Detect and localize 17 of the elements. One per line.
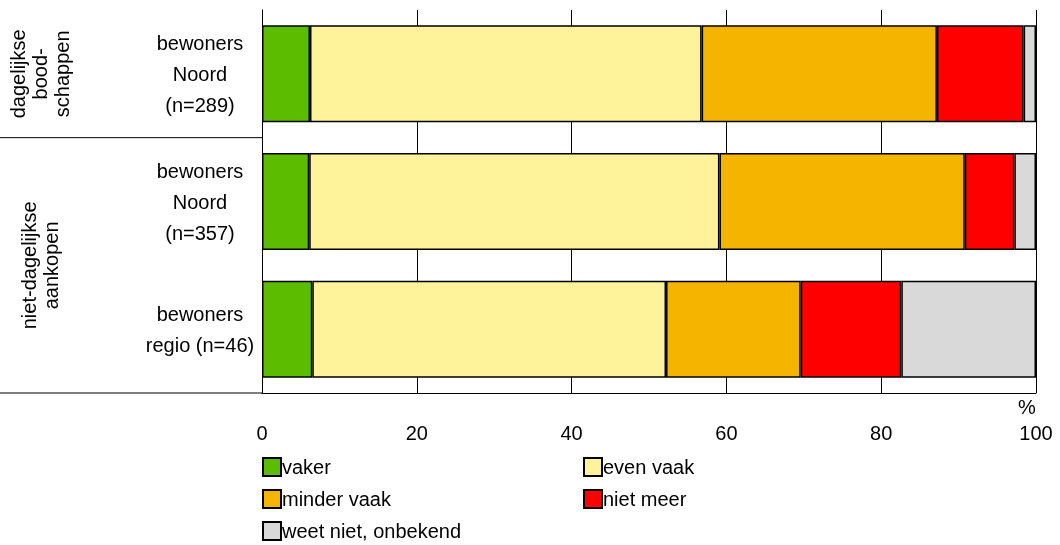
x-tick-label: 80 xyxy=(870,422,893,444)
legend-label: vaker xyxy=(282,456,332,478)
legend-label: niet meer xyxy=(603,488,687,510)
x-tick-label: 100 xyxy=(1019,422,1053,444)
x-tick-label: 40 xyxy=(560,422,583,444)
legend-label: weet niet, onbekend xyxy=(281,520,462,542)
legend-label: minder vaak xyxy=(282,488,392,510)
x-tick-label: 20 xyxy=(405,422,428,444)
y-tick-label: bewoners Noord (n=289) xyxy=(156,31,244,116)
x-tick-label: 0 xyxy=(256,422,268,444)
text: dagelijkse bood- schappen xyxy=(7,29,73,119)
y-tick-label: bewoners regio (n=46) xyxy=(145,302,255,356)
x-axis-title: % xyxy=(1018,396,1036,418)
y-tick-label: bewoners Noord (n=357) xyxy=(156,159,244,244)
text: niet-dagelijkse aankopen xyxy=(18,201,62,330)
legend-label: even vaak xyxy=(603,456,696,478)
x-tick-label: 60 xyxy=(715,422,738,444)
